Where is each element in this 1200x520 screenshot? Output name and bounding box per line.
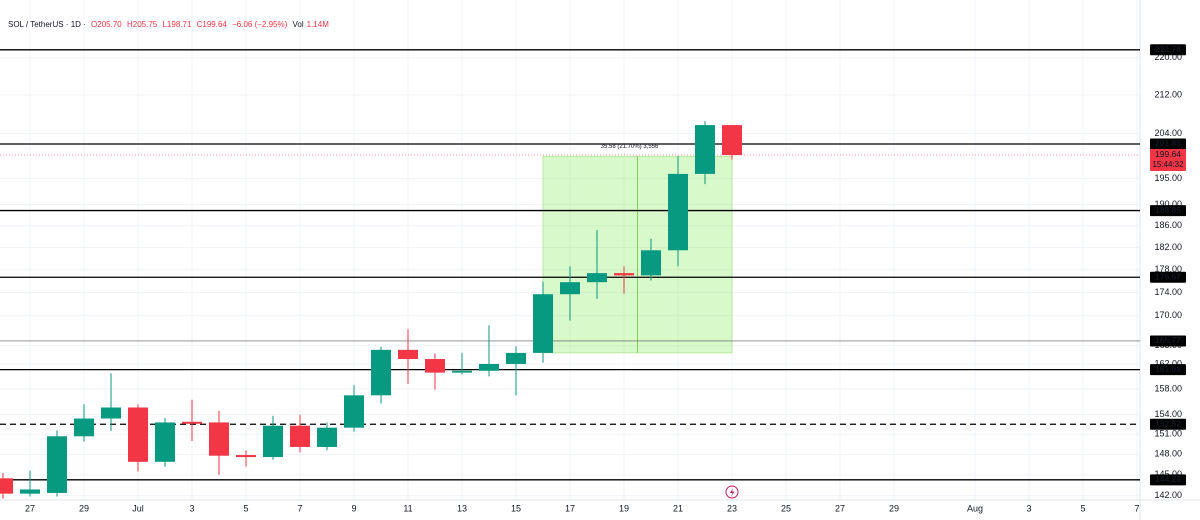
x-tick-label: 3 — [189, 503, 194, 513]
x-tick-label: 19 — [619, 503, 629, 513]
level-label-box — [1150, 205, 1186, 217]
candle-body — [182, 421, 202, 424]
x-tick-label: 5 — [1080, 503, 1085, 513]
candle-body — [695, 125, 715, 174]
x-tick-label: 5 — [243, 503, 248, 513]
level-label: 161.08 — [1155, 364, 1181, 374]
candle-body — [425, 359, 445, 373]
x-tick-label: 27 — [835, 503, 845, 513]
candle-body — [101, 407, 121, 419]
y-tick-label: 186.00 — [1154, 220, 1182, 230]
candle-body — [0, 478, 13, 494]
symbol: SOL / TetherUS · 1D · — [8, 20, 86, 29]
x-tick-label: 27 — [25, 503, 35, 513]
candle-body — [47, 436, 67, 493]
level-label: 201.85 — [1155, 138, 1181, 148]
x-tick-label: Jul — [132, 503, 144, 513]
candle-body — [290, 425, 310, 447]
x-tick-label: 21 — [673, 503, 683, 513]
candle-body — [533, 294, 553, 353]
y-tick-label: 182.00 — [1154, 242, 1182, 252]
x-tick-label: 29 — [889, 503, 899, 513]
event-icon-bolt — [730, 488, 735, 497]
legend-header: SOL / TetherUS · 1D · O205.70 H205.75 L1… — [8, 20, 332, 29]
candle-body — [641, 250, 661, 276]
level-label-box — [1150, 335, 1186, 347]
x-tick-label: 9 — [351, 503, 356, 513]
candle-body — [398, 349, 418, 360]
x-tick-label: 13 — [457, 503, 467, 513]
high: H205.75 — [126, 20, 158, 29]
candle-body — [74, 418, 94, 437]
y-tick-label: 148.00 — [1154, 449, 1182, 459]
y-tick-label: 190.00 — [1154, 199, 1182, 209]
x-tick-label: 11 — [403, 503, 412, 513]
candle-body — [155, 422, 175, 462]
y-tick-label: 151.00 — [1154, 429, 1182, 439]
level-label-box — [1150, 418, 1186, 430]
low: L198.71 — [162, 20, 192, 29]
x-tick-label: 7 — [297, 503, 302, 513]
candle-body — [344, 395, 364, 428]
y-tick-label: 142.00 — [1154, 490, 1182, 500]
y-tick-label: 162.00 — [1154, 358, 1182, 368]
measure-label: 35.58 (21.70%) 3,556 — [601, 144, 659, 150]
price-label-box — [1150, 148, 1186, 171]
level-label: 221.78 — [1155, 44, 1181, 54]
x-tick-label: 17 — [565, 503, 575, 513]
price-label: 199.64 — [1155, 149, 1181, 159]
x-tick-label: 15 — [511, 503, 521, 513]
level-label-box — [1150, 271, 1186, 283]
x-tick-label: 3 — [1026, 503, 1031, 513]
volume-label: Vol — [292, 20, 304, 29]
candle-body — [560, 282, 580, 295]
level-label: 144.28 — [1155, 474, 1181, 484]
candle-body — [236, 455, 256, 458]
y-tick-label: 145.00 — [1154, 469, 1182, 479]
level-label: 152.52 — [1155, 419, 1181, 429]
y-tick-label: 158.00 — [1154, 383, 1182, 393]
level-label-box — [1150, 44, 1186, 56]
volume: 1.14M — [306, 20, 329, 29]
candle-body — [128, 407, 148, 462]
candle-body — [317, 427, 337, 447]
change: −6.06 (−2.95%) — [232, 20, 288, 29]
y-tick-label: 170.00 — [1154, 310, 1182, 320]
x-tick-label: Aug — [967, 503, 983, 513]
level-label: 188.85 — [1155, 205, 1181, 215]
open: O205.70 — [91, 20, 122, 29]
candle-body — [479, 363, 499, 371]
x-tick-label: 25 — [781, 503, 791, 513]
x-tick-label: 29 — [79, 503, 89, 513]
y-tick-label: 195.00 — [1154, 173, 1182, 183]
x-tick-label: 7 — [1134, 503, 1139, 513]
y-tick-label: 212.00 — [1154, 89, 1182, 99]
level-label: 176.67 — [1155, 272, 1181, 282]
candle-body — [371, 349, 391, 396]
level-label-box — [1150, 138, 1186, 150]
countdown: 15:44:32 — [1152, 160, 1184, 169]
candle-body — [668, 173, 688, 251]
candle-body — [722, 125, 742, 155]
level-label: 165.77 — [1155, 335, 1181, 345]
candle-body — [506, 352, 526, 364]
candle-body — [209, 422, 229, 456]
candle-body — [263, 425, 283, 458]
y-tick-label: 178.00 — [1154, 264, 1182, 274]
y-tick-label: 154.00 — [1154, 409, 1182, 419]
x-tick-label: 23 — [727, 503, 737, 513]
candle-body — [614, 273, 634, 276]
candle-body — [452, 370, 472, 373]
y-tick-label: 204.00 — [1154, 128, 1182, 138]
level-label-box — [1150, 474, 1186, 486]
candle-body — [20, 489, 40, 494]
y-tick-label: 220.00 — [1154, 52, 1182, 62]
close: C199.64 — [196, 20, 227, 29]
y-tick-label: 174.00 — [1154, 287, 1182, 297]
level-label-box — [1150, 364, 1186, 376]
candle-body — [587, 273, 607, 283]
